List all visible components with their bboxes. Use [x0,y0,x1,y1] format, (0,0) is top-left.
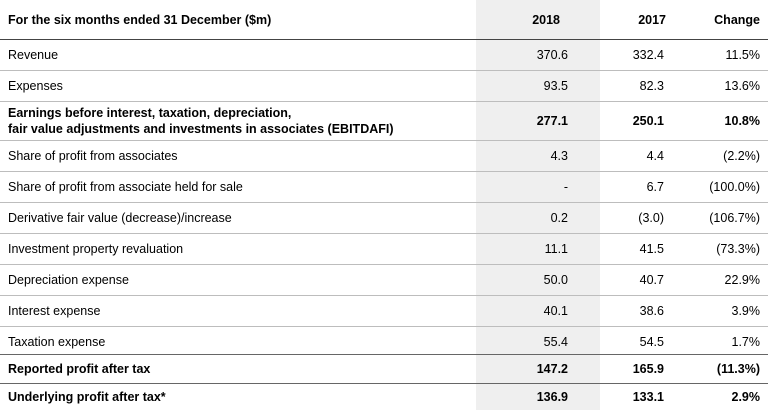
row-value-2017: 40.7 [639,273,664,287]
table-row-derivative-fair-value: Derivative fair value (decrease)/increas… [0,203,768,233]
row-divider [0,233,768,234]
row-change: (106.7%) [709,211,760,225]
row-divider [0,171,768,172]
header-2017: 2017 [638,12,666,27]
row-label: Taxation expense [8,335,106,349]
row-change: (11.3%) [716,362,760,376]
row-label: Interest expense [8,304,101,318]
row-value-2017: 6.7 [646,180,664,194]
row-divider [0,383,768,384]
row-value-2018: 11.1 [544,242,568,256]
row-value-2017: 332.4 [632,48,664,62]
row-value-2018: 40.1 [543,304,568,318]
row-value-2018: 147.2 [536,362,568,376]
row-label: Underlying profit after tax* [8,390,166,404]
row-change: 1.7% [731,335,761,349]
row-change: (100.0%) [709,180,760,194]
table-row-depreciation: Depreciation expense 50.0 40.7 22.9% [0,265,768,295]
table-row-revenue: Revenue 370.6 332.4 11.5% [0,40,768,70]
row-divider [0,295,768,296]
column-2018-shading [476,0,600,410]
row-value-2018: 93.5 [543,79,568,93]
table-row-investment-property: Investment property revaluation 11.1 41.… [0,234,768,264]
row-value-2017: 54.5 [639,335,664,349]
row-value-2018: 4.3 [550,149,568,163]
table-row-reported-profit: Reported profit after tax 147.2 165.9 (1… [0,355,768,383]
row-value-2017: 250.1 [632,114,664,128]
row-divider [0,326,768,327]
row-value-2018: 55.4 [543,335,568,349]
row-label: Revenue [8,48,59,62]
row-label: Share of profit from associate held for … [8,180,243,194]
row-divider [0,354,768,355]
table-row-associate-held-for-sale: Share of profit from associate held for … [0,172,768,202]
table-row-ebitdafi: Earnings before interest, taxation, depr… [0,102,768,140]
row-value-2018: 50.0 [543,273,568,287]
row-label: Earnings before interest, taxation, depr… [8,105,394,137]
table-row-interest: Interest expense 40.1 38.6 3.9% [0,296,768,326]
row-value-2017: 82.3 [639,79,664,93]
row-value-2017: 41.5 [639,242,664,256]
row-label: Expenses [8,79,63,93]
table-row-expenses: Expenses 93.5 82.3 13.6% [0,71,768,101]
row-change: 3.9% [731,304,761,318]
table-header: For the six months ended 31 December ($m… [0,0,768,40]
row-divider [0,140,768,141]
row-divider [0,202,768,203]
row-value-2017: 38.6 [639,304,664,318]
row-divider [0,264,768,265]
row-value-2018: 0.2 [550,211,568,225]
row-value-2017: 133.1 [632,390,664,404]
row-divider [0,101,768,102]
row-change: 13.6% [724,79,760,93]
header-change: Change [714,12,760,27]
table-row-share-associates: Share of profit from associates 4.3 4.4 … [0,141,768,171]
header-title: For the six months ended 31 December ($m… [8,12,272,27]
row-change: (2.2%) [723,149,760,163]
row-change: 11.5% [725,48,760,62]
table-row-taxation: Taxation expense 55.4 54.5 1.7% [0,327,768,357]
row-value-2017: 165.9 [632,362,664,376]
header-2018: 2018 [532,12,560,27]
row-value-2018: 136.9 [536,390,568,404]
row-label: Share of profit from associates [8,149,178,163]
row-change: (73.3%) [716,242,760,256]
row-change: 2.9% [731,390,761,404]
row-change: 22.9% [724,273,760,287]
row-change: 10.8% [724,114,760,128]
row-label: Reported profit after tax [8,362,151,376]
row-label: Depreciation expense [8,273,129,287]
row-label: Investment property revaluation [8,242,184,256]
row-label-line2: fair value adjustments and investments i… [8,122,394,136]
row-divider [0,70,768,71]
table-row-underlying-profit: Underlying profit after tax* 136.9 133.1… [0,384,768,410]
row-value-2018: - [563,180,568,194]
row-value-2018: 370.6 [536,48,568,62]
row-value-2018: 277.1 [536,114,568,128]
row-value-2017: (3.0) [638,211,664,225]
row-value-2017: 4.4 [646,149,664,163]
row-label-line1: Earnings before interest, taxation, depr… [8,106,292,120]
row-label: Derivative fair value (decrease)/increas… [8,211,232,225]
